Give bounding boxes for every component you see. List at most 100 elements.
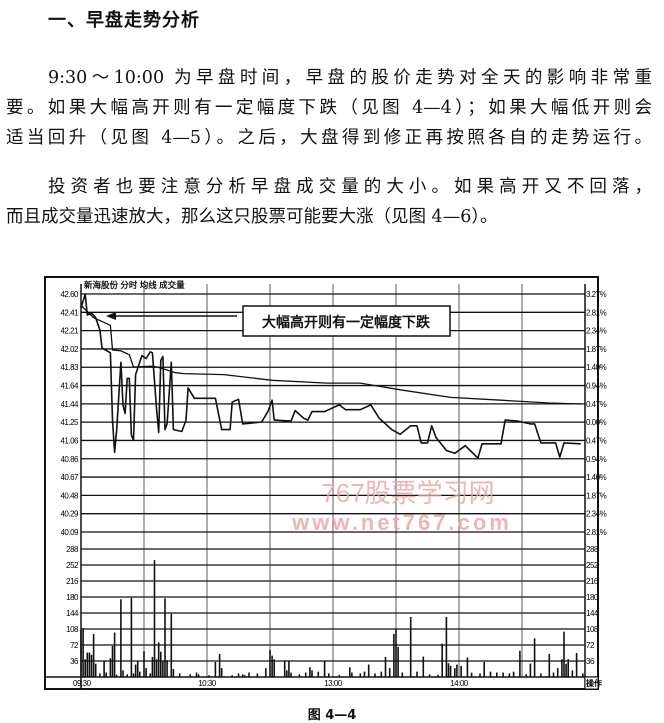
volume-tick-label: 216 (66, 577, 79, 586)
volume-bar (582, 673, 584, 677)
price-tick-label: 41.64 (60, 382, 79, 391)
volume-bar (561, 659, 563, 677)
price-tick-label: 40.86 (60, 455, 79, 464)
volume-tick-label-right: 252 (586, 561, 599, 570)
volume-bar (298, 674, 301, 677)
corner-label-box[interactable] (584, 676, 599, 690)
percent-tick-label: 2.34% (586, 510, 607, 519)
volume-bar (172, 669, 175, 677)
volume-bar (479, 673, 481, 677)
volume-bar (489, 671, 492, 677)
volume-bar (178, 673, 181, 677)
volume-bar (460, 665, 462, 677)
annotation-text: 大幅高开则有一定幅度下跌 (262, 314, 431, 331)
price-tick-label: 41.83 (60, 363, 79, 372)
volume-bar (565, 663, 567, 677)
price-tick-label: 41.06 (60, 436, 79, 445)
volume-bar (349, 667, 351, 677)
volume-bar (94, 663, 97, 677)
paragraph-line: 投资者也要注意分析早盘成交量的大小。如果高开又不回落， (48, 177, 652, 197)
percent-tick-label: 1.87% (586, 491, 607, 500)
volume-bar (265, 668, 267, 677)
paragraph-line: 而且成交量迅速放大，那么这只股票可能要大涨（见图 4—6）。 (6, 207, 498, 227)
volume-tick-label: 144 (66, 609, 79, 618)
volume-bar (384, 657, 387, 677)
volume-bar (449, 665, 452, 677)
volume-tick-label-right: 72 (586, 641, 595, 650)
volume-bar (374, 673, 376, 677)
volume-bar (80, 629, 82, 677)
corner-label[interactable]: 操作 (586, 678, 602, 688)
volume-bar (82, 628, 84, 677)
volume-bar (273, 659, 275, 677)
volume-bar (115, 674, 118, 677)
volume-bar (99, 673, 101, 677)
volume-bar (422, 656, 425, 677)
volume-bar (136, 661, 139, 677)
volume-bar (548, 653, 551, 677)
volume-bar (120, 599, 122, 677)
volume-tick-label-right: 216 (586, 577, 599, 586)
watermark-line: www.net767.com (291, 510, 512, 535)
volume-bar (328, 673, 330, 677)
volume-bar (109, 658, 112, 677)
volume-bar (157, 642, 160, 677)
volume-bar (166, 660, 168, 677)
volume-bar (445, 617, 448, 677)
percent-tick-label: 2.81% (586, 528, 607, 537)
volume-bar (269, 649, 271, 677)
volume-bar (519, 650, 521, 677)
volume-bar (441, 643, 443, 677)
price-tick-label: 41.25 (60, 418, 79, 427)
percent-tick-label: 0.47% (586, 400, 607, 409)
volume-bar (132, 673, 135, 677)
volume-bar (416, 671, 418, 677)
volume-bar (151, 657, 154, 677)
price-tick-label: 40.29 (60, 510, 79, 519)
volume-bar (170, 613, 173, 677)
volume-bar (351, 672, 353, 677)
volume-bar (529, 663, 532, 677)
volume-tick-label-right: 288 (586, 545, 599, 554)
volume-bar (367, 664, 370, 677)
time-tick-label: 14:00 (450, 679, 469, 688)
volume-bar (571, 670, 574, 677)
volume-bar (143, 651, 145, 677)
volume-bar (126, 674, 128, 677)
volume-bar (397, 646, 399, 677)
volume-bar (86, 652, 89, 677)
volume-bar (271, 655, 273, 677)
volume-bar (483, 661, 485, 677)
volume-bar (317, 671, 320, 677)
price-tick-label: 40.09 (60, 528, 79, 537)
volume-bar (283, 660, 286, 677)
volume-bar (525, 674, 527, 677)
percent-tick-label: 1.40% (586, 473, 607, 482)
percent-tick-label: 1.40% (586, 363, 607, 372)
figure-caption: 图 4—4 (307, 708, 357, 723)
volume-bar (470, 672, 473, 677)
volume-bar (393, 633, 395, 677)
volume-bar (134, 664, 137, 677)
price-tick-label: 42.02 (60, 345, 79, 354)
percent-tick-label: 2.34% (586, 327, 607, 336)
volume-bar (231, 675, 233, 677)
volume-bar (195, 672, 198, 677)
volume-bar (401, 672, 404, 677)
volume-bar (155, 659, 158, 677)
volume-bar (447, 663, 450, 677)
volume-bar (241, 674, 244, 677)
watermark: 767股票学习网 www.net767.com (291, 478, 512, 535)
time-tick-label: 13:00 (324, 679, 343, 688)
volume-bar (214, 661, 217, 677)
volume-bar (164, 598, 166, 677)
volume-bar (496, 672, 498, 677)
price-tick-label: 40.48 (60, 491, 79, 500)
percent-tick-label: 0.00% (586, 418, 607, 427)
volume-bar (540, 673, 542, 677)
volume-bar (567, 659, 569, 677)
volume-bar (508, 673, 511, 677)
time-tick-label: 09:30 (73, 679, 92, 688)
average-price-line (80, 304, 581, 405)
volume-bar (311, 670, 313, 677)
